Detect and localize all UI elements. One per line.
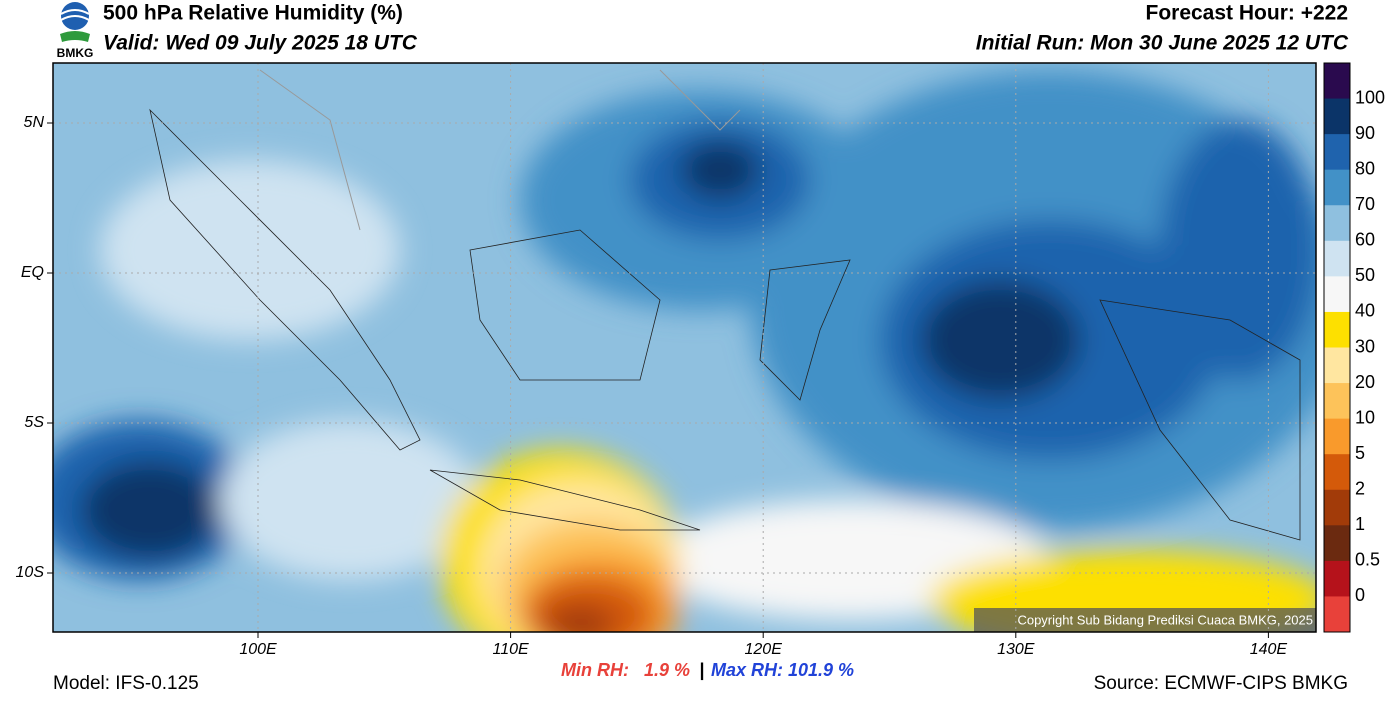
colorbar-label: 0 [1355, 585, 1365, 605]
copyright-box [974, 608, 1316, 632]
colorbar-swatch [1324, 454, 1350, 491]
lat-label: 10S [16, 564, 45, 581]
initial-run: Initial Run: Mon 30 June 2025 12 UTC [976, 32, 1349, 55]
colorbar-swatch [1324, 489, 1350, 526]
separator: | [699, 660, 704, 680]
humidity-field: Copyright Sub Bidang Prediksi Cuaca BMKG… [53, 63, 1316, 632]
colorbar: 100 90 80 70 60 50 40 30 20 10 5 2 1 0.5 0 [1323, 62, 1385, 633]
colorbar-frame [1323, 62, 1351, 633]
colorbar-label: 90 [1355, 123, 1375, 143]
copyright: Copyright Sub Bidang Prediksi Cuaca BMKG… [1017, 612, 1313, 627]
lat-label: EQ [21, 264, 44, 281]
logo: BMKG [57, 2, 94, 60]
colorbar-label: 2 [1355, 479, 1365, 499]
lon-label: 140E [1250, 641, 1288, 658]
colorbar-label: 60 [1355, 230, 1375, 250]
borders [259, 69, 741, 231]
colorbar-swatch [1324, 418, 1350, 455]
lat-label: 5S [24, 414, 44, 431]
colorbar-label: 80 [1355, 158, 1375, 178]
colorbar-swatch [1324, 98, 1350, 135]
colorbar-swatch [1324, 240, 1350, 277]
colorbar-label: 50 [1355, 265, 1375, 285]
colorbar-swatch [1324, 134, 1350, 171]
graticule: 5N EQ 5S 10S 100E 110E 120E 130E 140E [16, 63, 1316, 658]
colorbar-swatch [1324, 347, 1350, 384]
colorbar-swatch [1324, 525, 1350, 562]
lon-label: 130E [997, 641, 1035, 658]
colorbar-label: 40 [1355, 301, 1375, 321]
lon-label: 100E [239, 641, 277, 658]
colorbar-label: 0.5 [1355, 550, 1380, 570]
colorbar-label: 70 [1355, 194, 1375, 214]
lat-label: 5N [24, 114, 45, 131]
logo-text: BMKG [57, 46, 94, 60]
colorbar-swatch [1324, 311, 1350, 348]
max-rh: Max RH: 101.9 % [711, 660, 854, 680]
colorbar-swatch [1324, 205, 1350, 242]
map-frame [52, 62, 1317, 633]
coastlines [149, 108, 1301, 541]
lon-label: 120E [745, 641, 783, 658]
colorbar-label: 20 [1355, 372, 1375, 392]
valid-time: Valid: Wed 09 July 2025 18 UTC [103, 32, 418, 55]
colorbar-swatch [1324, 560, 1350, 597]
colorbar-swatch [1324, 383, 1350, 420]
colorbar-label: 1 [1355, 514, 1365, 534]
min-rh: Min RH: 1.9 % [561, 660, 690, 680]
colorbar-label: 30 [1355, 336, 1375, 356]
colorbar-swatch [1324, 276, 1350, 313]
colorbar-label: 10 [1355, 407, 1375, 427]
lon-label: 110E [493, 641, 530, 658]
colorbar-label: 5 [1355, 443, 1365, 463]
title: 500 hPa Relative Humidity (%) [103, 2, 403, 25]
colorbar-swatch [1324, 63, 1350, 100]
model: Model: IFS-0.125 [53, 673, 199, 694]
colorbar-swatch [1324, 169, 1350, 206]
colorbar-swatch [1324, 596, 1350, 633]
source: Source: ECMWF-CIPS BMKG [1094, 673, 1348, 694]
colorbar-label: 100 [1355, 87, 1385, 107]
forecast-hour: Forecast Hour: +222 [1146, 2, 1349, 25]
